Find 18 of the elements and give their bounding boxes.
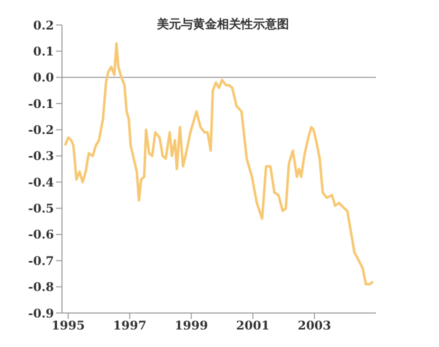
x-tick-label: 1997: [113, 318, 146, 333]
y-tick-label: -0.5: [28, 202, 54, 216]
y-tick-label: -0.9: [28, 306, 54, 320]
y-tick-label: 0.1: [33, 44, 54, 58]
chart-title: 美元与黄金相关性示意图: [156, 16, 290, 33]
y-tick-label: -0.1: [28, 96, 54, 111]
x-tick-label: 1995: [51, 318, 85, 333]
x-tick-label: 2003: [298, 318, 332, 333]
y-tick-label: 0.0: [33, 70, 54, 85]
y-tick-label: 0.2: [33, 18, 54, 32]
y-tick-label: -0.8: [28, 280, 54, 294]
x-tick-label: 1999: [174, 318, 208, 333]
y-tick-label: -0.3: [28, 149, 54, 164]
y-tick-label: -0.4: [28, 175, 54, 190]
y-tick-label: -0.6: [28, 228, 54, 242]
x-tick-label: 2001: [236, 318, 270, 333]
y-tick-label: -0.7: [28, 254, 54, 268]
y-tick-label: -0.2: [28, 122, 54, 137]
